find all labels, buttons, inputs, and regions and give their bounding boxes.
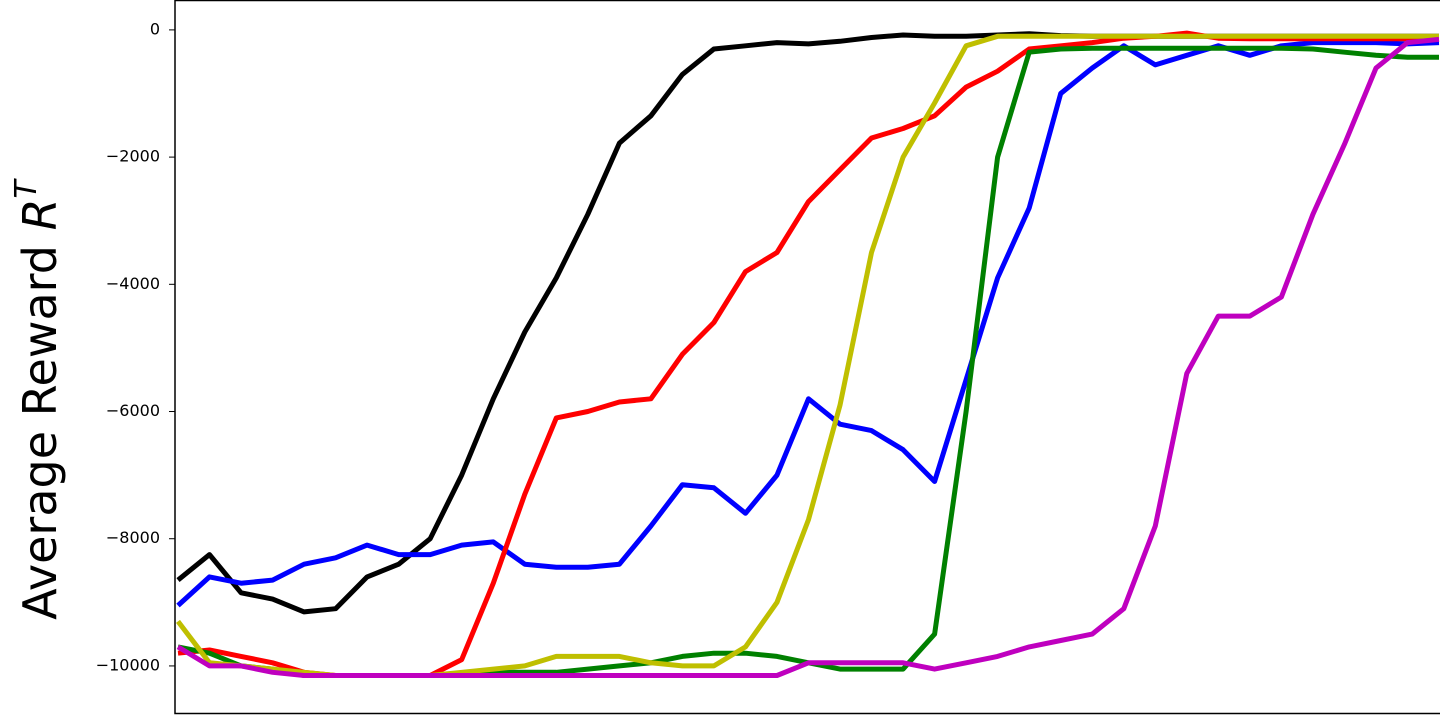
y-tick-label: −2000 [106, 147, 160, 166]
plot-frame [174, 0, 1440, 715]
y-tick-label: −10000 [96, 655, 160, 674]
y-tick-label: 0 [150, 19, 160, 38]
line-series [176, 36, 1440, 678]
y-label-text: Average Reward [13, 230, 67, 619]
y-tick-label: −4000 [106, 274, 160, 293]
y-label-superscript: T [9, 177, 44, 198]
y-axis-label: Average Reward RT [9, 177, 67, 619]
y-label-symbol: R [13, 198, 67, 230]
y-tick-label: −6000 [106, 401, 160, 420]
line-series [177, 45, 1439, 678]
y-tick-label: −8000 [106, 528, 160, 547]
